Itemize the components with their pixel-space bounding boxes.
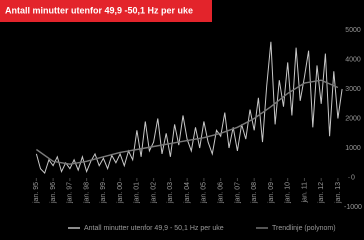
x-tick-label: jan. 05 xyxy=(201,182,208,204)
legend-label: Antall minutter utenfor 49,9 - 50,1 Hz p… xyxy=(84,225,224,232)
x-tick-label: jan. 95 xyxy=(33,182,40,204)
x-tick-label: jan. 97 xyxy=(67,182,74,204)
x-tick-label: jan. 96 xyxy=(50,182,57,204)
chart-title: Antall minutter utenfor 49,9 -50,1 Hz pe… xyxy=(5,5,193,15)
x-tick-label: jan. 01 xyxy=(134,182,141,204)
x-tick-label: jan. 02 xyxy=(150,182,157,204)
y-tick-label: 0 xyxy=(351,174,355,181)
title-bar xyxy=(0,0,212,22)
x-tick-label: jan. 07 xyxy=(234,182,241,204)
x-tick-label: jan. 98 xyxy=(83,182,90,204)
y-tick-label: 1000 xyxy=(345,145,361,152)
y-tick-label: 3000 xyxy=(345,86,361,93)
x-tick-label: jan. 04 xyxy=(184,182,191,204)
x-tick-label: jan. 00 xyxy=(117,182,124,204)
y-tick-label: -1000 xyxy=(344,204,362,211)
y-tick-label: 4000 xyxy=(345,56,361,63)
x-tick-label: jan. 06 xyxy=(218,182,225,204)
x-tick-label: jan. 10 xyxy=(285,182,292,204)
x-tick-label: jan. 13 xyxy=(335,182,342,204)
x-tick-label: jan. 08 xyxy=(251,182,258,204)
x-tick-label: jan. 12 xyxy=(318,182,325,204)
x-tick-label: jan. 03 xyxy=(167,182,174,204)
y-tick-label: 2000 xyxy=(345,115,361,122)
series-line xyxy=(35,79,339,165)
series-line xyxy=(35,41,343,175)
x-tick-label: jan. 99 xyxy=(100,182,107,204)
legend-label: Trendlinje (polynom) xyxy=(272,225,336,232)
y-tick-label: 5000 xyxy=(345,27,361,34)
x-tick-label: jan. 09 xyxy=(268,182,275,204)
x-tick-label: jan. 11 xyxy=(301,182,308,204)
